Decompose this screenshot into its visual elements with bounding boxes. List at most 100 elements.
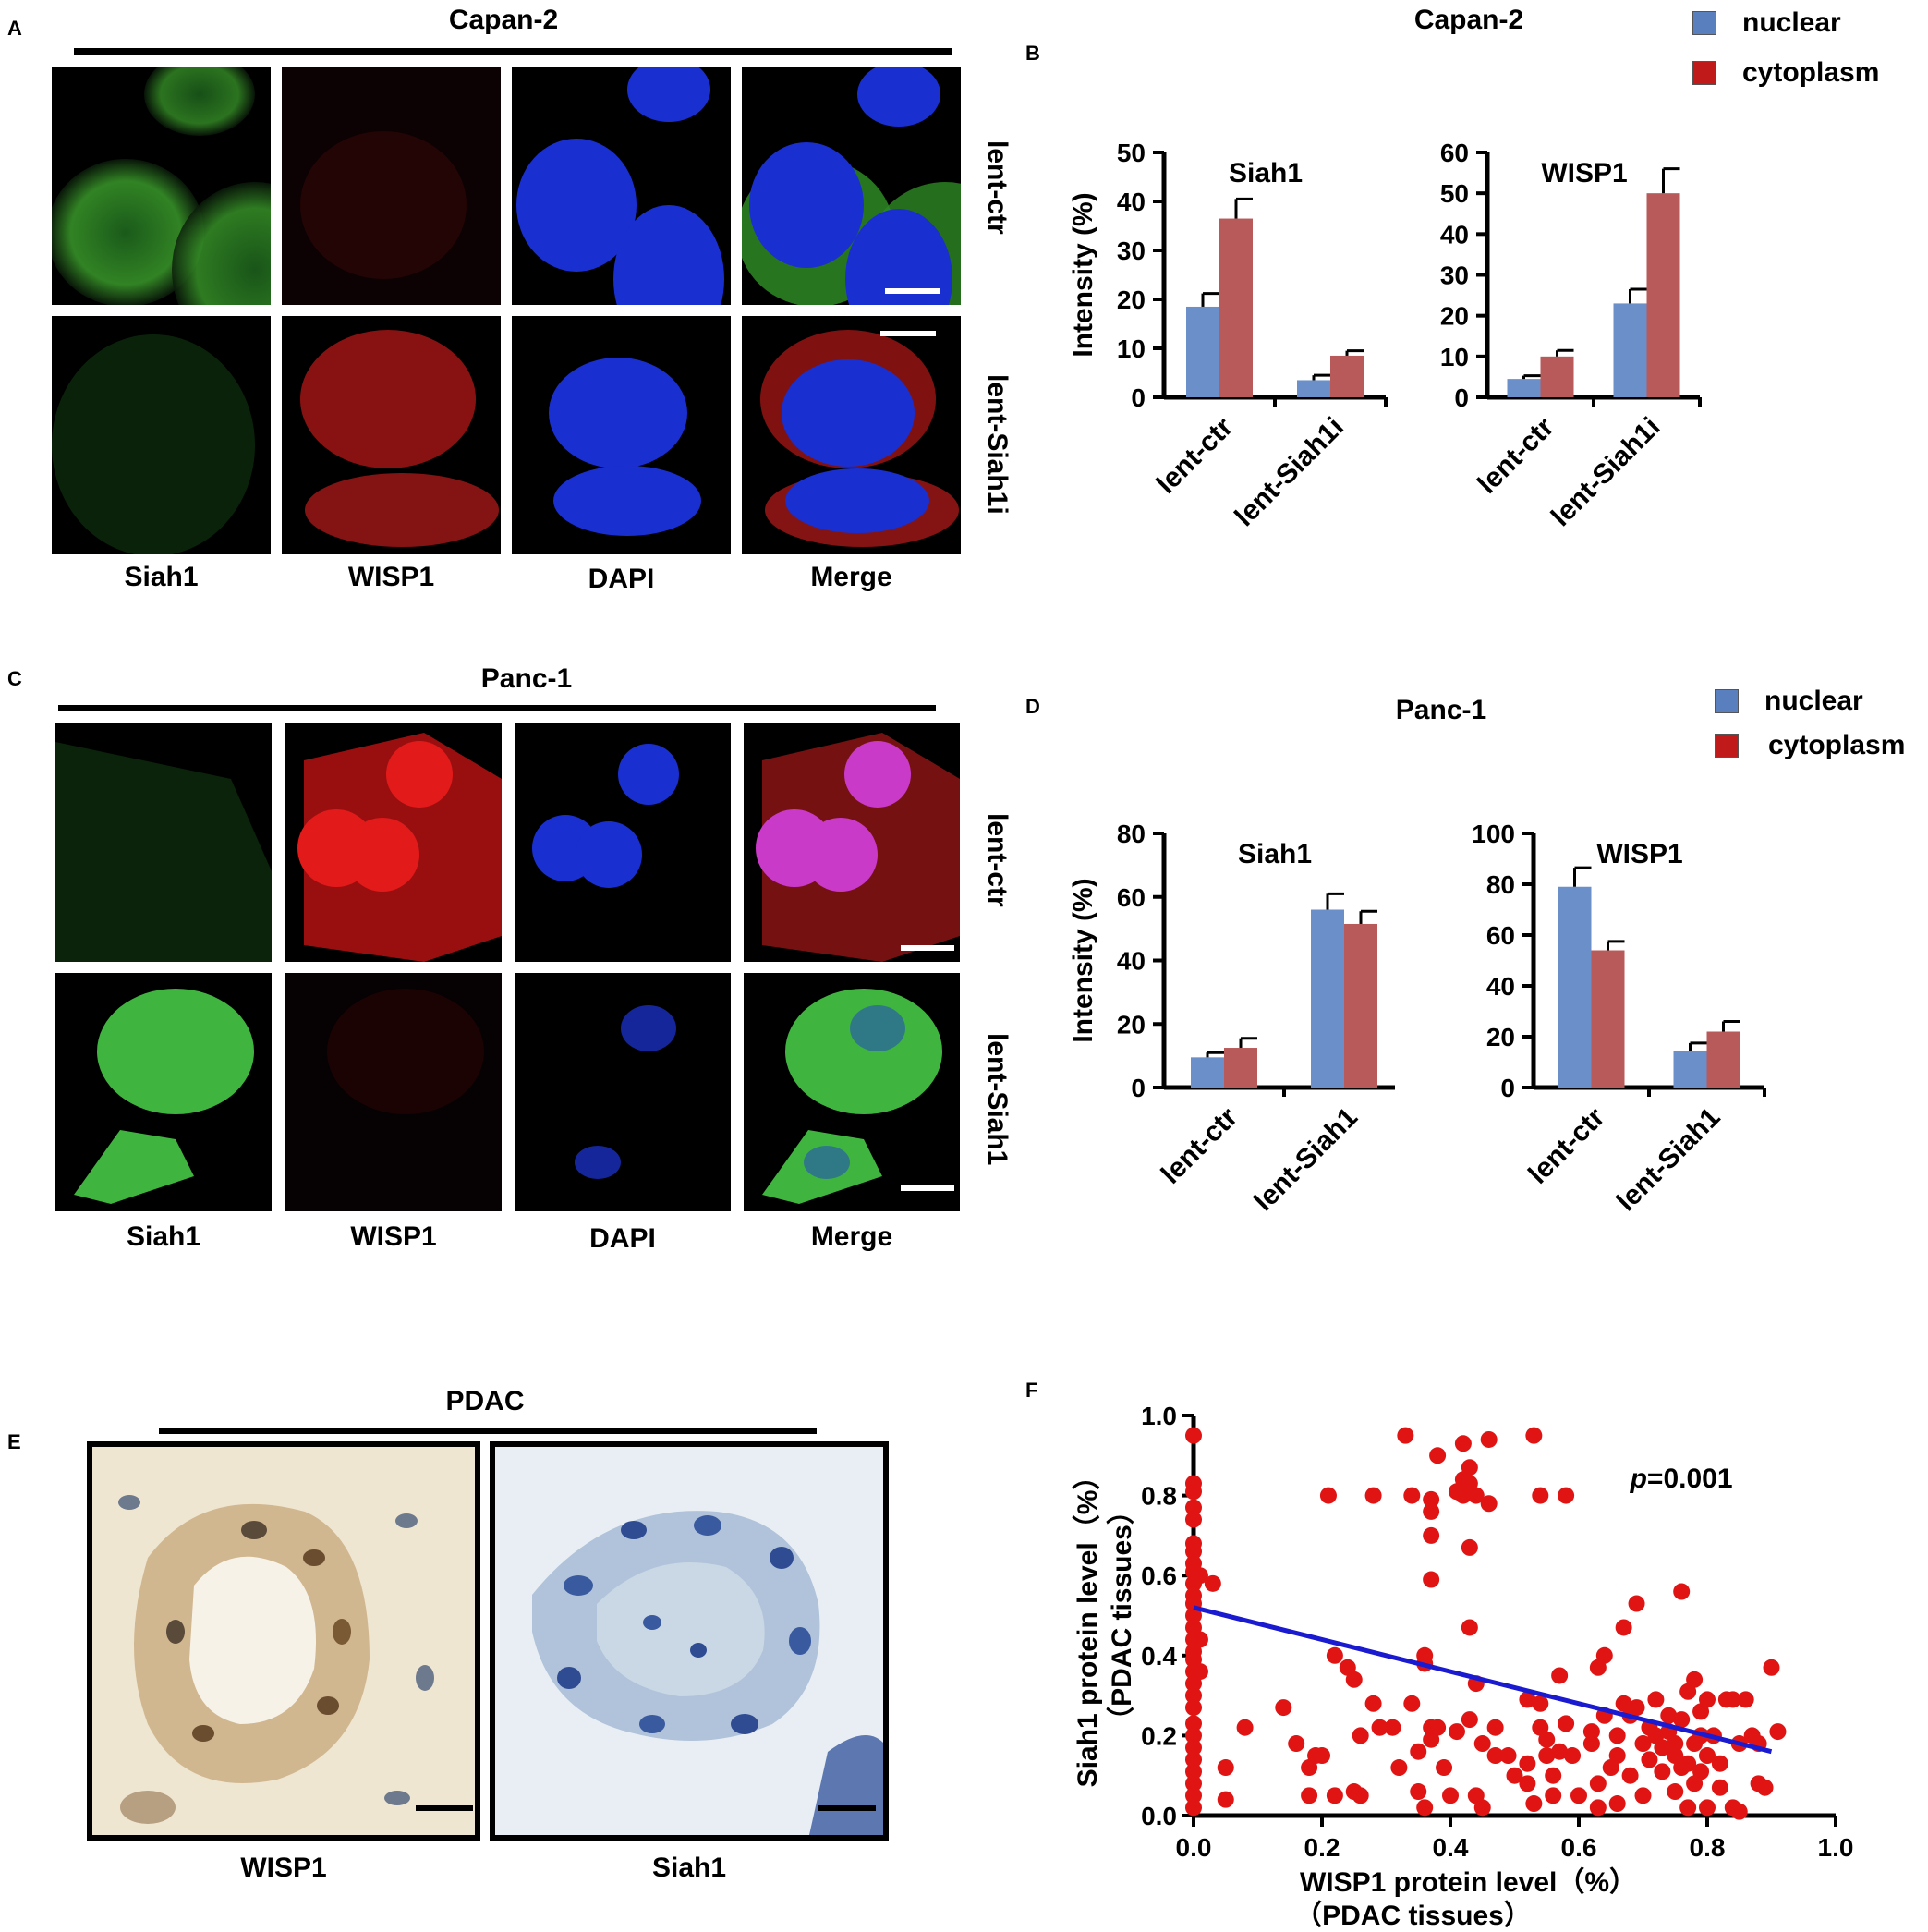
- ihc-image-siah1: [490, 1441, 889, 1841]
- y-tick-label: 0.4: [1141, 1642, 1177, 1671]
- scatter-point: [1582, 1723, 1600, 1741]
- legend-swatch-nuclear: [1715, 689, 1739, 713]
- scatter-point: [1301, 1787, 1318, 1804]
- legend-d: nuclear cytoplasm: [1715, 686, 1922, 769]
- micrograph-c-merge-ctr: [744, 723, 960, 962]
- y-tick-label: 0: [1131, 383, 1146, 412]
- scatter-point: [1185, 1739, 1202, 1756]
- legend-b: nuclear cytoplasm: [1692, 7, 1923, 91]
- micrograph-a-wisp1-ctr: [282, 67, 501, 305]
- scatter-point: [1191, 1663, 1208, 1681]
- column-label: Merge: [810, 562, 892, 592]
- scatter-point: [1506, 1767, 1523, 1784]
- scatter-point: [1673, 1711, 1691, 1729]
- scatter-point: [1589, 1799, 1607, 1817]
- legend-label-cytoplasm: cytoplasm: [1768, 730, 1906, 760]
- x-tick-label: 0.2: [1304, 1833, 1340, 1862]
- y-tick-label: 20: [1440, 302, 1469, 331]
- chart-d-siah1: 0 20 40 60 80 Siah1 Intensity (%) lent-ctr lent-…: [1068, 820, 1395, 1217]
- scatter-point: [1570, 1787, 1587, 1804]
- micrograph-a-dapi-ctr: [512, 67, 731, 305]
- scatter-point: [1519, 1755, 1536, 1772]
- scatter-point: [1634, 1787, 1652, 1804]
- scatter-point: [1724, 1691, 1741, 1708]
- bar-nuclear: [1673, 1051, 1707, 1088]
- x-tick-label: 0.6: [1561, 1833, 1597, 1862]
- scatter-point: [1558, 1715, 1575, 1732]
- y-tick-label: 40: [1486, 972, 1515, 1001]
- scatter-point: [1608, 1795, 1626, 1813]
- row-label: lent-ctr: [982, 813, 1013, 907]
- bar-cytoplasm: [1646, 193, 1680, 397]
- scatter-point: [1545, 1767, 1562, 1784]
- scale-bar: [880, 331, 936, 336]
- micrograph-a-merge-ctr: [742, 67, 961, 305]
- scatter-point: [1615, 1619, 1632, 1636]
- scatter-point: [1532, 1695, 1549, 1712]
- panel-e-title: PDAC: [445, 1386, 525, 1416]
- scatter-point: [1647, 1691, 1665, 1708]
- micrograph-a-merge-kd: [742, 316, 961, 554]
- y-tick-label: 50: [1117, 139, 1146, 167]
- panel-a-title: Capan-2: [448, 5, 559, 35]
- micrograph-a-dapi-kd: [512, 316, 731, 554]
- scatter-point: [1621, 1767, 1639, 1784]
- scatter-point: [1345, 1671, 1363, 1688]
- chart-d-wisp1: 0 20 40 60 80 100 WISP1 lent-ctr lent-Siah1: [1472, 820, 1766, 1217]
- micrograph-c-siah1-oe: [55, 973, 272, 1211]
- y-tick-label: 30: [1440, 261, 1469, 290]
- scatter-point: [1423, 1502, 1440, 1520]
- scatter-point: [1314, 1747, 1330, 1765]
- bar-nuclear: [1186, 306, 1219, 397]
- micrograph-c-siah1-ctr: [55, 723, 272, 962]
- x-tick-label: 0.0: [1176, 1833, 1212, 1862]
- y-tick-label: 0: [1131, 1074, 1146, 1102]
- scatter-point: [1711, 1779, 1728, 1796]
- panel-letter-f: F: [1025, 1379, 1038, 1402]
- x-tick-label: lent-ctr: [1151, 411, 1239, 499]
- micrograph-c-wisp1-ctr: [285, 723, 502, 962]
- scatter-point: [1442, 1787, 1459, 1804]
- bar-cytoplasm: [1344, 923, 1377, 1088]
- column-label: DAPI: [588, 564, 655, 594]
- scatter-point: [1756, 1779, 1774, 1796]
- column-label: WISP1: [350, 1221, 437, 1252]
- scatter-point: [1730, 1803, 1748, 1820]
- scatter-point: [1448, 1723, 1465, 1741]
- bar-nuclear: [1191, 1057, 1224, 1088]
- scatter-point: [1185, 1499, 1202, 1516]
- micrograph-c-merge-oe: [744, 973, 960, 1211]
- scatter-point: [1185, 1787, 1202, 1804]
- y-tick-label: 100: [1472, 820, 1515, 848]
- chart-f-scatter: 0.0 0.2 0.4 0.6 0.8 1.0 0.0 0.2 0.4 0.6 0.8 1.0 WISP…: [1072, 1402, 1853, 1931]
- ihc-label-wisp1: WISP1: [240, 1853, 327, 1883]
- y-axis-label-line2: （PDAC tissues）: [1106, 1497, 1137, 1734]
- scatter-point: [1486, 1719, 1504, 1736]
- scatter-point: [1185, 1715, 1202, 1732]
- scatter-point: [1654, 1763, 1671, 1780]
- column-label: Siah1: [126, 1221, 201, 1252]
- panel-letter-e: E: [7, 1430, 21, 1453]
- bar-nuclear: [1297, 380, 1330, 397]
- scatter-point: [1564, 1747, 1582, 1765]
- panel-letter-d: D: [1025, 695, 1040, 718]
- legend-label-cytoplasm: cytoplasm: [1742, 57, 1880, 88]
- legend-swatch-cytoplasm: [1692, 61, 1716, 85]
- scatter-point: [1185, 1727, 1202, 1744]
- scatter-point: [1429, 1447, 1447, 1464]
- scatter-point: [1410, 1783, 1427, 1801]
- scatter-point: [1364, 1695, 1382, 1712]
- y-tick-label: 0: [1454, 383, 1469, 412]
- bar-cytoplasm: [1219, 218, 1253, 397]
- scatter-point: [1191, 1567, 1208, 1585]
- panel-letter-c: C: [7, 667, 22, 690]
- scatter-point: [1326, 1646, 1343, 1664]
- x-tick-label: lent-ctr: [1522, 1101, 1610, 1189]
- x-tick-label: lent-Siah1i: [1229, 412, 1350, 533]
- scatter-point: [1486, 1747, 1504, 1765]
- scatter-point: [1436, 1759, 1453, 1777]
- scatter-point: [1763, 1659, 1780, 1676]
- x-tick-label: 0.8: [1690, 1833, 1726, 1862]
- scatter-point: [1423, 1490, 1440, 1508]
- bar-nuclear: [1507, 379, 1541, 397]
